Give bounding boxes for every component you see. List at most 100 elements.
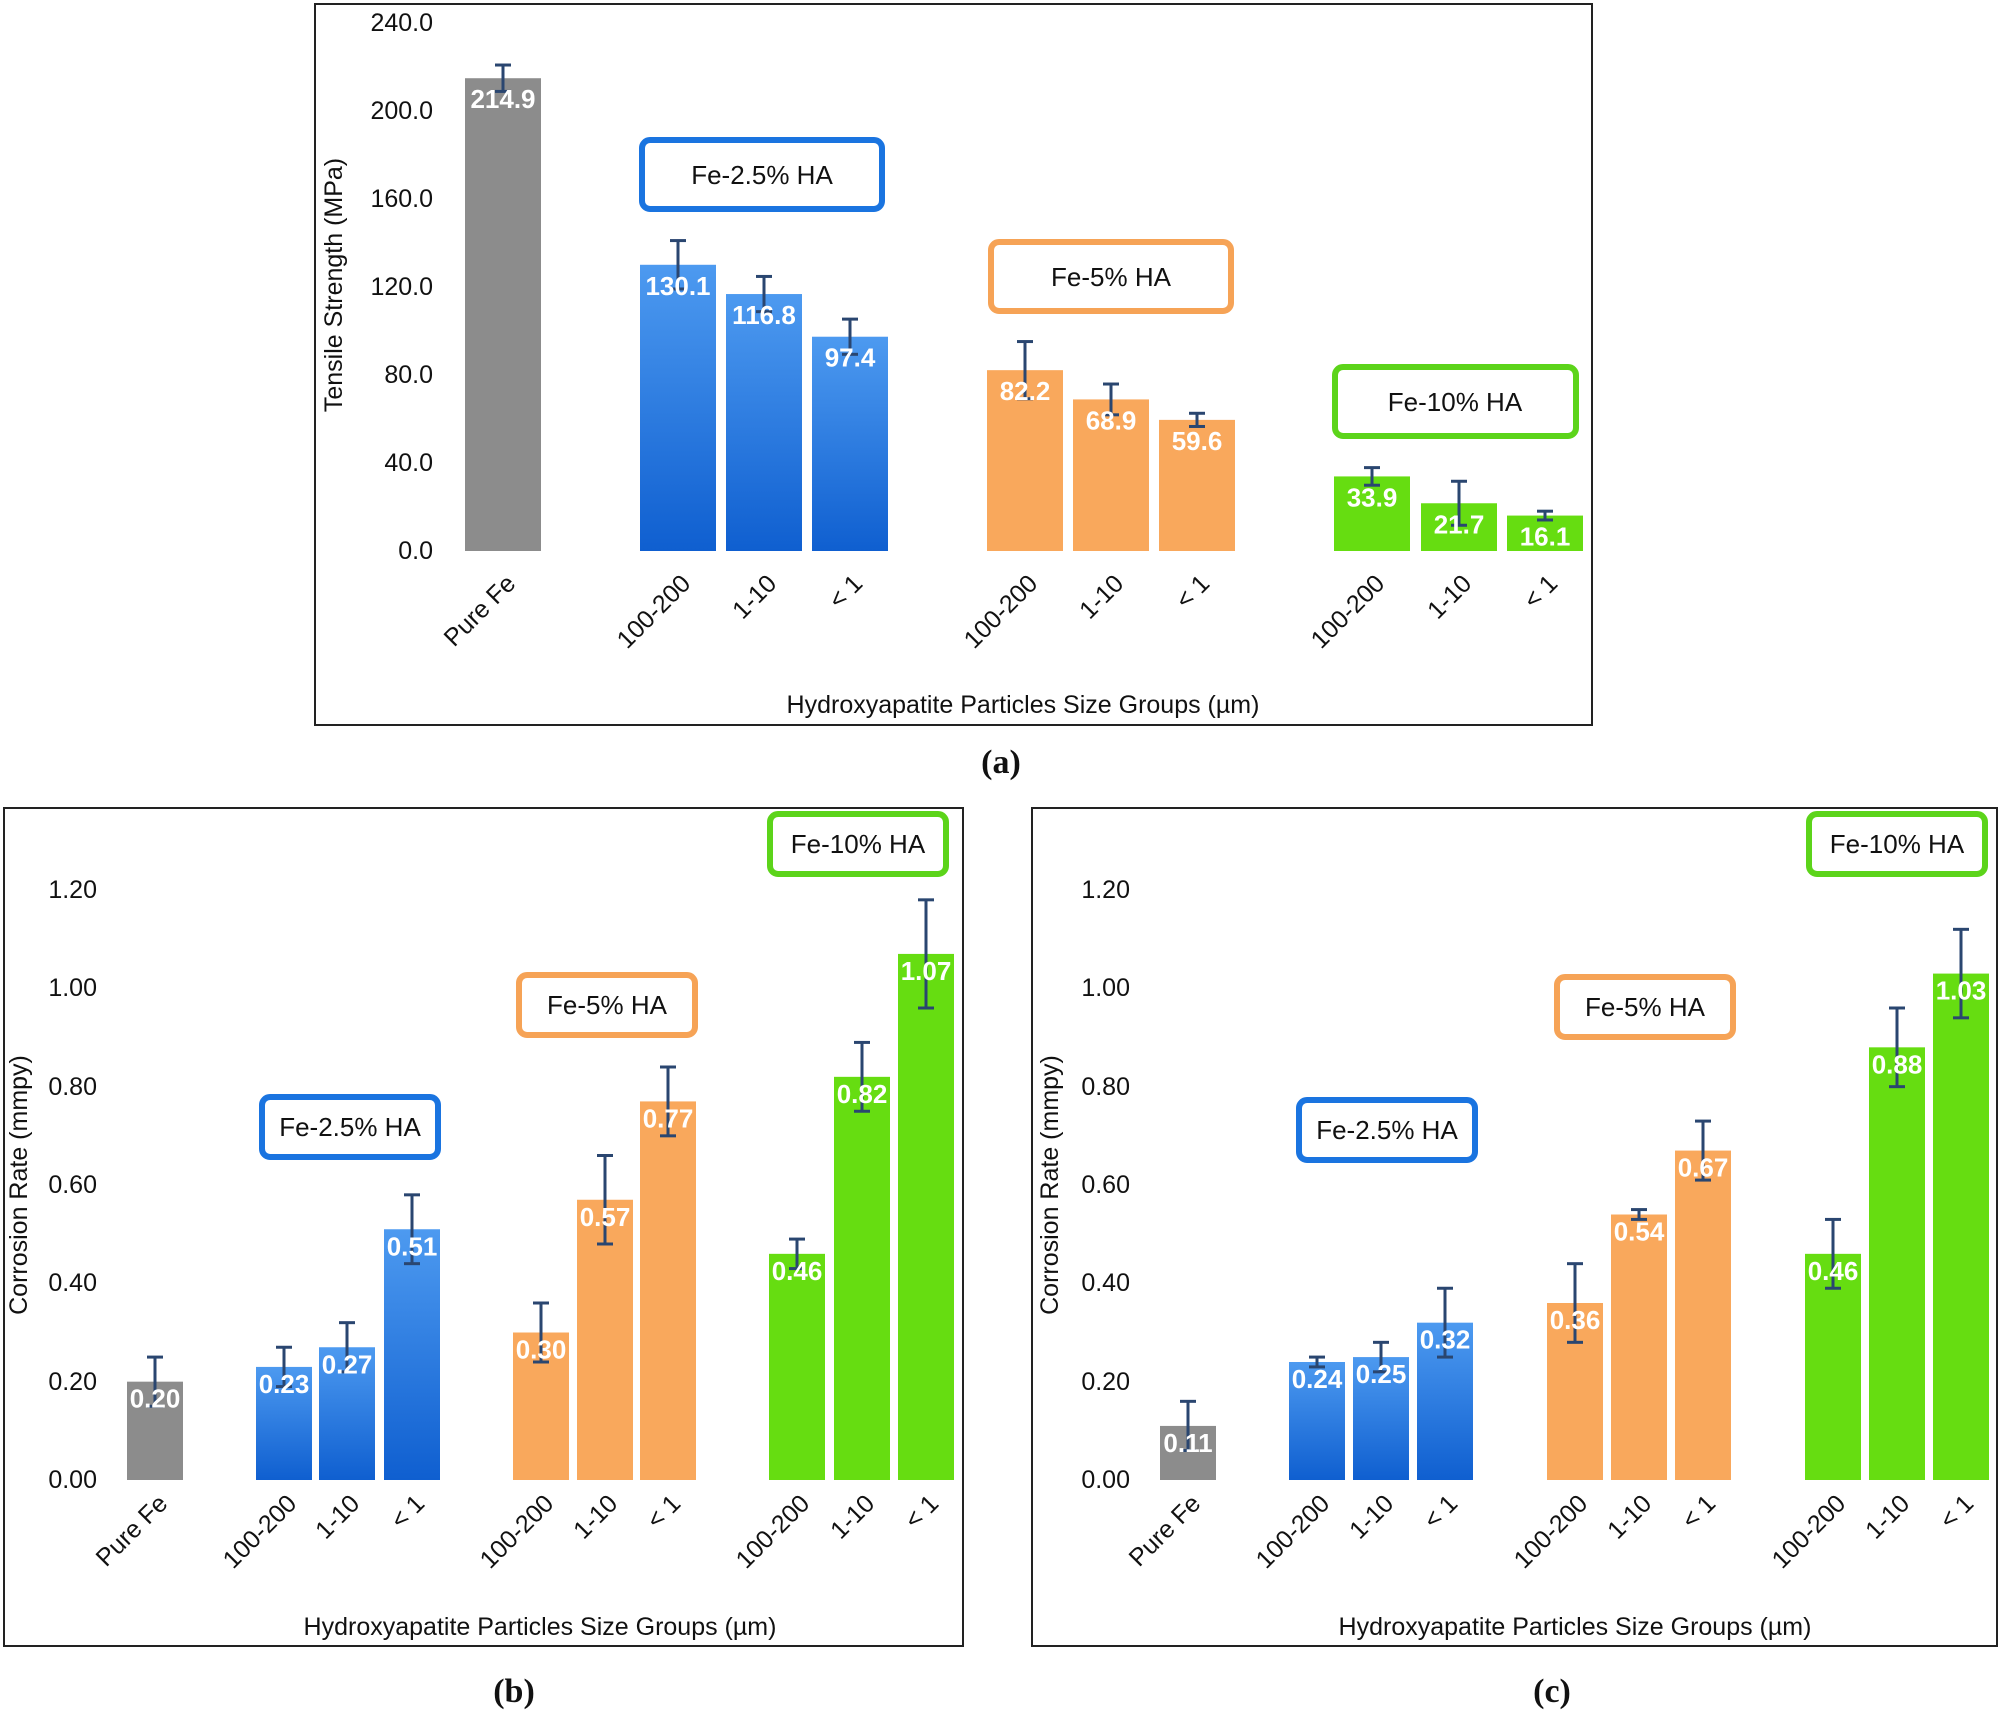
data-label: 0.54 [1614,1217,1665,1247]
data-label: 21.7 [1434,509,1485,539]
bar [726,294,802,551]
panel-a-group-boxes: Fe-2.5% HA Fe-5% HA Fe-10% HA [639,137,1579,439]
bar [1353,1357,1409,1480]
panel-a-group-box-fe-2-5: Fe-2.5% HA [639,137,885,212]
panel-c-group-label: Fe-2.5% HA [1316,1115,1458,1145]
panel-b-group-boxes: Fe-2.5% HA Fe-5% HA Fe-10% HA [259,811,949,1160]
data-label: 0.51 [387,1231,438,1261]
panel-a-y-tick: 160.0 [370,185,433,213]
panel-c-y-ticks: 0.00 0.20 0.40 0.60 0.80 1.00 1.20 [1081,876,1130,1494]
panel-a-y-tick: 40.0 [384,449,433,477]
panel-a-group-box-fe-10: Fe-10% HA [1332,364,1579,439]
data-label: 0.23 [259,1369,310,1399]
panel-a-y-ticks: 0.0 40.0 80.0 120.0 160.0 200.0 240.0 [370,9,433,565]
bar [1805,1253,1861,1480]
panel-c-group-box-fe-2-5: Fe-2.5% HA [1296,1097,1478,1163]
panel-a-y-axis-title: Tensile Strength (MPa) [320,158,348,412]
panel-b-group-box-fe-5: Fe-5% HA [516,972,698,1038]
data-label: 82.2 [1000,376,1051,406]
data-label: 59.6 [1172,426,1223,456]
panel-a-y-tick: 240.0 [370,9,433,37]
panel-a-y-tick: 80.0 [384,361,433,389]
panel-b-y-tick: 1.20 [48,876,97,904]
panel-c-y-tick: 0.20 [1081,1368,1130,1396]
data-label: 0.30 [516,1335,567,1365]
data-label: 214.9 [470,84,535,114]
bar [1073,399,1149,551]
bar [1289,1362,1345,1480]
panel-b-group-label: Fe-2.5% HA [279,1112,421,1142]
data-label: 0.20 [130,1384,181,1414]
panel-b-y-tick: 1.00 [48,974,97,1002]
data-label: 0.46 [1808,1256,1859,1286]
panel-c-caption: (c) [1533,1673,1571,1710]
data-label: 1.03 [1936,976,1987,1006]
panel-b-caption: (b) [493,1673,535,1710]
panel-b-group-label: Fe-10% HA [791,829,926,859]
panel-c-group-label: Fe-5% HA [1585,992,1706,1022]
bar [898,953,954,1480]
panel-b-y-tick: 0.80 [48,1073,97,1101]
data-label: 0.24 [1292,1364,1343,1394]
bar [812,336,888,551]
data-label: 0.27 [322,1349,373,1379]
panel-b-y-tick: 0.60 [48,1171,97,1199]
bar [834,1076,890,1480]
panel-b-y-tick: 0.40 [48,1269,97,1297]
panel-c-y-axis-title: Corrosion Rate (mmpy) [1036,1055,1064,1315]
data-label: 16.1 [1520,522,1571,552]
panel-c-y-tick: 0.00 [1081,1466,1130,1494]
panel-c-group-box-fe-5: Fe-5% HA [1554,974,1736,1040]
data-label: 97.4 [825,343,876,373]
bar [769,1253,825,1480]
panel-a-group-label: Fe-10% HA [1388,387,1523,417]
panel-c-x-axis-title: Hydroxyapatite Particles Size Groups (µm… [1339,1613,1812,1641]
data-label: 0.36 [1550,1305,1601,1335]
data-label: 0.46 [772,1256,823,1286]
data-label: 0.82 [837,1079,888,1109]
bar [577,1199,633,1480]
panel-a-y-tick: 120.0 [370,273,433,301]
panel-c-y-tick: 0.40 [1081,1269,1130,1297]
panel-c-y-tick: 0.60 [1081,1171,1130,1199]
bar [1869,1047,1925,1480]
data-label: 33.9 [1347,482,1398,512]
data-label: 0.77 [643,1103,694,1133]
data-label: 130.1 [645,271,710,301]
bar [987,370,1063,551]
panel-b-group-label: Fe-5% HA [547,990,668,1020]
panel-b-y-tick: 0.20 [48,1368,97,1396]
bar [384,1229,440,1480]
data-label: 0.67 [1678,1153,1729,1183]
panel-b-frame [3,807,964,1647]
panel-c-y-tick: 0.80 [1081,1073,1130,1101]
bar [1933,973,1989,1480]
data-label: 68.9 [1086,405,1137,435]
data-label: 116.8 [732,300,796,330]
panel-b-group-box-fe-2-5: Fe-2.5% HA [259,1094,441,1160]
panel-c-group-box-fe-10: Fe-10% HA [1806,811,1988,877]
panel-c-group-boxes: Fe-2.5% HA Fe-5% HA Fe-10% HA [1296,811,1988,1163]
panel-c-y-tick: 1.20 [1081,876,1130,904]
data-label: 0.57 [580,1202,631,1232]
panel-a-y-tick: 200.0 [370,97,433,125]
bar [640,1101,696,1480]
bar [640,264,716,551]
data-label: 0.11 [1163,1428,1212,1458]
data-label: 0.88 [1872,1049,1923,1079]
panel-a-group-label: Fe-2.5% HA [691,160,833,190]
panel-b-group-box-fe-10: Fe-10% HA [767,811,949,877]
panel-b-y-axis-title: Corrosion Rate (mmpy) [5,1055,33,1315]
bar [1507,515,1583,551]
panel-c-frame [1031,807,1998,1647]
panel-a-group-box-fe-5: Fe-5% HA [988,239,1234,314]
bar [1675,1150,1731,1480]
panel-c-y-tick: 1.00 [1081,974,1130,1002]
data-label: 0.32 [1420,1325,1471,1355]
bar [1334,476,1410,551]
panel-b-x-axis-title: Hydroxyapatite Particles Size Groups (µm… [304,1613,777,1641]
panel-a-group-label: Fe-5% HA [1051,262,1172,292]
bar [1611,1214,1667,1480]
data-label: 0.25 [1356,1359,1407,1389]
